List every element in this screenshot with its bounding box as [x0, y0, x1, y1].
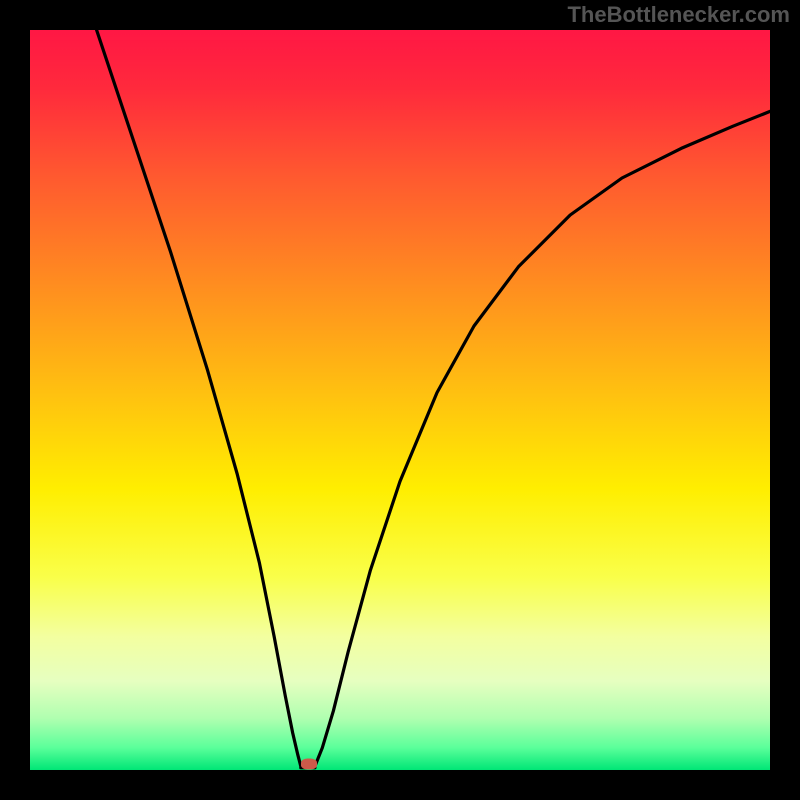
bottleneck-curve	[30, 30, 770, 770]
optimal-point-marker	[301, 759, 317, 770]
watermark-text: TheBottlenecker.com	[567, 2, 790, 28]
plot-area	[30, 30, 770, 770]
chart-container: TheBottlenecker.com	[0, 0, 800, 800]
